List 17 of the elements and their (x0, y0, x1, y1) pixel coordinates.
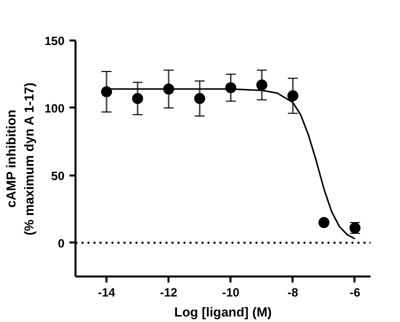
y-tick-label: 150 (44, 34, 65, 48)
point (101, 86, 112, 98)
x-tick-label: -10 (222, 286, 240, 300)
y-axis-title: cAMP inhibition (% maximum dyn A 1-17) (3, 82, 36, 236)
y-tick-label: 0 (58, 236, 65, 250)
y-tick-label: 100 (44, 101, 65, 116)
y-tick-label: 50 (51, 168, 65, 183)
x-tick-label: -8 (288, 286, 299, 300)
x-tick-label: -12 (160, 286, 178, 300)
point (256, 80, 268, 90)
point (318, 217, 330, 228)
x-tick-label: -14 (98, 286, 116, 300)
point (287, 90, 298, 102)
x-axis-title: Log [ligand] (M) (174, 304, 272, 320)
point (132, 93, 144, 104)
x-tick-label: -6 (350, 286, 361, 300)
point (194, 93, 206, 104)
